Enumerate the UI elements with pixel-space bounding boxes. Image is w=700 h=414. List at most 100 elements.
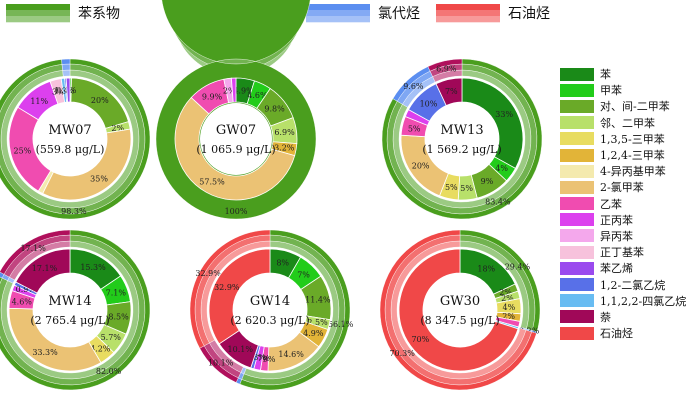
outer-slice: [392, 66, 436, 108]
inner-slice-label: 9.9%: [202, 92, 223, 101]
chart-subtitle: (559.8 μg/L): [36, 143, 105, 156]
inner-slice-label: 7%: [445, 87, 458, 96]
outer-slice-label: 56.1%: [328, 320, 354, 329]
inner-slice-label: 0.9%: [16, 285, 37, 294]
inner-slice-label: 5%: [408, 124, 421, 133]
component-legend-item: 异丙苯: [560, 228, 700, 244]
inner-slice-label: 2%: [501, 294, 514, 303]
inner-slice-label: 1.9%: [255, 355, 276, 364]
chart-subtitle: (2 765.4 μg/L): [30, 314, 109, 327]
inner-slice-label: 20%: [91, 96, 109, 105]
legend-swatch: [306, 4, 370, 23]
legend-label: 正丁基苯: [600, 246, 644, 260]
component-legend-item: 邻、二甲苯: [560, 115, 700, 131]
inner-slice-label: 4.9%: [233, 87, 254, 96]
top-legend-item: 石油烃: [436, 4, 550, 23]
legend-swatch: [560, 261, 594, 275]
outer-slice-label: 0.2%: [519, 326, 540, 335]
legend-swatch: [560, 310, 594, 324]
legend-swatch: [560, 294, 594, 308]
outer-slice-label: 82.0%: [96, 367, 122, 376]
donut-hole: [234, 274, 306, 346]
outer-slice-label: 70.3%: [389, 349, 415, 358]
inner-slice-label: 9%: [481, 177, 494, 186]
donut-hole: [424, 274, 496, 346]
legend-swatch: [560, 164, 594, 178]
inner-slice-label: 32.9%: [214, 283, 240, 292]
legend-label: 乙苯: [600, 197, 622, 211]
legend-label: 萘: [600, 310, 611, 324]
inner-slice-label: 7%: [297, 270, 310, 279]
legend-label: 1,2,4-三甲苯: [600, 149, 665, 163]
inner-slice-label: 5%: [460, 184, 473, 193]
outer-slice: [0, 229, 71, 281]
outer-slice: [189, 229, 271, 349]
inner-slice-label: 4%: [495, 164, 508, 173]
donut-chart: 100% 4.9%4.6% 9.8% 6.9% 3.2% 57.5% 9.9%2% GW07 (…: [155, 0, 317, 220]
inner-slice-label: 5.7%: [101, 333, 122, 342]
chart-subtitle: (1 569.2 μg/L): [422, 143, 501, 156]
chart-title: GW30: [440, 294, 480, 309]
inner-slice-label: 70%: [411, 335, 429, 344]
legend-label: 邻、二甲苯: [600, 116, 655, 130]
donut-charts: 98.3% 20% 2% 35% 25% 11% 3%1.3%0.4% MW07 (559.8 …: [0, 0, 543, 391]
inner-slice-label: 4.6%: [12, 297, 33, 306]
chart-title: MW07: [48, 123, 91, 138]
donut-chart: 29.4%0.2%70.3%18%2%2%4%2%70%GW30(8 347.5…: [379, 229, 541, 391]
legend-label: 石油烃: [600, 327, 633, 341]
legend-label: 对、间-二甲苯: [600, 100, 670, 114]
component-legend-item: 对、间-二甲苯: [560, 98, 700, 114]
inner-slice-label: 14.6%: [278, 350, 304, 359]
inner-slice-label: 20%: [412, 161, 430, 170]
legend-label: 1,3,5-三甲苯: [600, 132, 665, 146]
legend-swatch: [560, 326, 594, 340]
legend-swatch: [560, 67, 594, 81]
legend-label: 2-氯甲苯: [600, 181, 644, 195]
component-legend-item: 甲苯: [560, 82, 700, 98]
inner-slice-label: 35%: [90, 174, 108, 183]
legend-swatch: [560, 132, 594, 146]
inner-slice-label: 2%: [499, 288, 512, 297]
component-legend-item: 2-氯甲苯: [560, 179, 700, 195]
legend-swatch: [560, 278, 594, 292]
donut-hole: [426, 103, 498, 175]
chart-subtitle: (8 347.5 μg/L): [420, 314, 499, 327]
donut-hole: [34, 274, 106, 346]
component-legend-item: 1,2,4-三甲苯: [560, 147, 700, 163]
inner-slice-label: 33%: [495, 110, 513, 119]
chart-title: MW13: [440, 123, 483, 138]
component-legend-item: 苯: [560, 66, 700, 82]
outer-slice-label: 29.4%: [505, 263, 531, 272]
inner-slice: [15, 248, 71, 294]
legend-swatch: [560, 99, 594, 113]
inner-slice-label: 4.6%: [247, 91, 268, 100]
donut-chart: 82.0% 17.1% 15.3% 7.1% 8.5% 5.7% 4.2% 33.3% 4.6%…: [0, 229, 151, 391]
legend-label: 苯: [600, 68, 611, 82]
outer-slice-label: 9.6%: [403, 82, 424, 91]
legend-swatch: [560, 180, 594, 194]
inner-slice-label: 2%: [111, 124, 124, 133]
chart-subtitle: (2 620.3 μg/L): [230, 314, 309, 327]
inner-slice-label: 9.8%: [264, 105, 285, 114]
inner-slice: [174, 96, 296, 201]
inner-slice-label: 0.4%: [56, 86, 77, 95]
top-legend-item: 氯代烃: [306, 4, 420, 23]
legend-label: 1,1,2,2-四氯乙烷: [600, 294, 687, 308]
chart-subtitle: (1 065.9 μg/L): [196, 143, 275, 156]
legend-label: 石油烃: [508, 6, 550, 22]
inner-slice-label: 4.2%: [90, 345, 111, 354]
legend-swatch: [560, 148, 594, 162]
outer-slice-label: 100%: [225, 207, 248, 216]
legend-swatch: [436, 4, 500, 23]
outer-slice-label: 6.9%: [436, 65, 457, 74]
inner-slice-label: 3.2%: [274, 144, 295, 153]
legend-label: 苯系物: [78, 5, 120, 22]
legend-label: 氯代烃: [378, 6, 420, 22]
inner-slice-label: 2%: [502, 312, 515, 321]
outer-slice-label: 83.4%: [485, 197, 511, 206]
inner-slice-label: 4.9%: [303, 329, 324, 338]
inner-slice-label: 3%: [52, 87, 65, 96]
legend-label: 4-异丙基甲苯: [600, 165, 666, 179]
component-legend-item: 萘: [560, 309, 700, 325]
